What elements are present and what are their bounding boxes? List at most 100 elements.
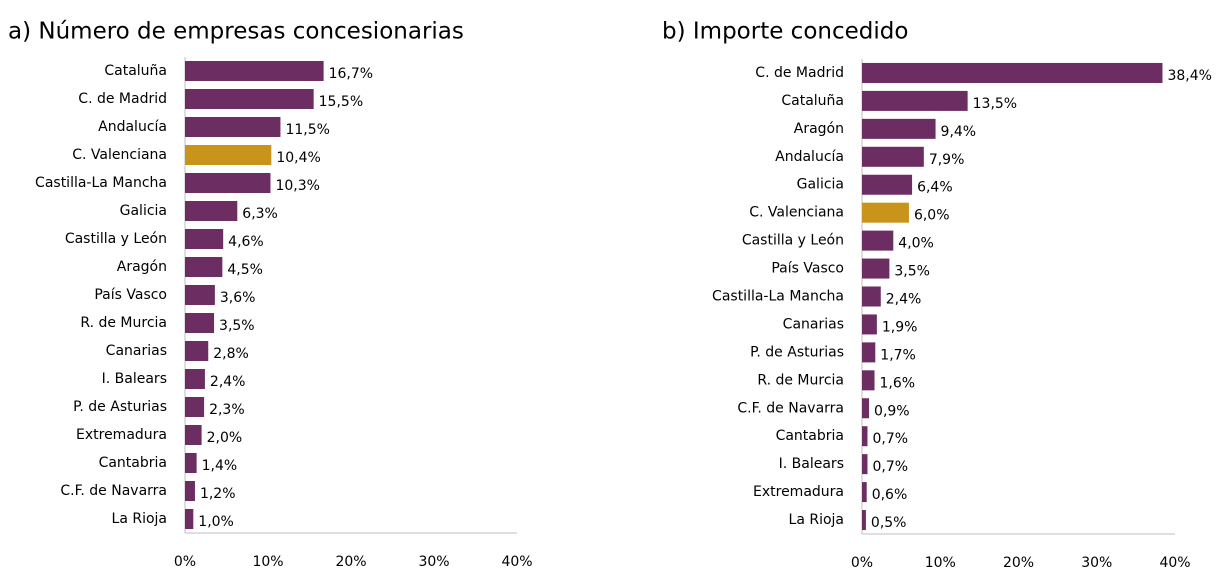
y-tick-label: I. Balears	[102, 371, 167, 387]
y-tick-label: Andalucía	[775, 149, 844, 165]
bar	[185, 117, 281, 137]
bar	[185, 453, 197, 473]
value-label: 3,6%	[220, 290, 256, 306]
value-label: 1,0%	[198, 514, 234, 530]
bar	[185, 257, 223, 277]
x-tick-label: 20%	[335, 554, 366, 570]
y-tick-label: I. Balears	[779, 456, 844, 472]
value-label: 9,4%	[941, 124, 977, 140]
y-tick-label: C. de Madrid	[78, 91, 167, 107]
bar	[185, 201, 238, 221]
y-tick-label: País Vasco	[94, 287, 167, 303]
y-tick-label: Castilla-La Mancha	[35, 175, 167, 191]
y-tick-label: Galicia	[797, 177, 844, 193]
value-label: 0,9%	[874, 403, 910, 419]
value-label: 13,5%	[973, 96, 1017, 112]
y-tick-label: Canarias	[106, 343, 167, 359]
value-label: 16,7%	[329, 66, 373, 82]
bar	[185, 173, 271, 193]
y-tick-label: La Rioja	[112, 511, 167, 527]
chart-title: b) Importe concedido	[662, 19, 908, 45]
y-tick-label: P. de Asturias	[73, 399, 167, 415]
y-tick-label: C.F. de Navarra	[737, 400, 844, 416]
value-label: 1,6%	[880, 375, 916, 391]
bar	[862, 230, 894, 251]
value-label: 2,0%	[207, 430, 243, 446]
bar	[862, 314, 877, 335]
value-label: 1,4%	[202, 458, 238, 474]
y-tick-label: Extremadura	[753, 484, 844, 500]
value-label: 10,3%	[275, 178, 319, 194]
bar	[862, 258, 890, 279]
y-tick-label: C. de Madrid	[755, 65, 844, 81]
value-label: 6,4%	[917, 180, 953, 196]
value-label: 3,5%	[219, 318, 255, 334]
y-tick-label: Castilla-La Mancha	[712, 289, 844, 305]
bar	[862, 370, 875, 391]
bar	[185, 481, 195, 501]
y-tick-label: Cantabria	[99, 455, 167, 471]
y-tick-label: P. de Asturias	[750, 344, 844, 360]
y-tick-label: Cantabria	[776, 428, 844, 444]
bar	[185, 313, 215, 333]
bar	[185, 145, 272, 165]
value-label: 0,6%	[872, 487, 908, 503]
value-label: 0,5%	[871, 515, 907, 531]
value-label: 4,6%	[228, 234, 264, 250]
value-label: 2,4%	[210, 374, 246, 390]
x-tick-label: 40%	[1159, 555, 1190, 570]
bar	[862, 146, 924, 167]
bar	[185, 425, 202, 445]
bar	[862, 174, 913, 195]
x-tick-label: 40%	[501, 554, 532, 570]
x-tick-label: 10%	[925, 555, 956, 570]
bar	[862, 90, 968, 111]
value-label: 3,5%	[894, 264, 930, 280]
value-label: 1,2%	[200, 486, 236, 502]
bar	[862, 202, 909, 223]
value-label: 2,8%	[213, 346, 249, 362]
x-tick-label: 0%	[174, 554, 196, 570]
chart-title: a) Número de empresas concesionarias	[8, 19, 464, 45]
bar	[185, 509, 194, 529]
value-label: 4,5%	[227, 262, 263, 278]
value-label: 6,3%	[242, 206, 278, 222]
y-tick-label: Canarias	[783, 316, 844, 332]
y-tick-label: Andalucía	[98, 119, 167, 135]
x-tick-label: 0%	[851, 555, 873, 570]
bar	[185, 89, 314, 109]
value-label: 0,7%	[872, 459, 908, 475]
x-tick-label: 20%	[1003, 555, 1034, 570]
bar	[862, 482, 867, 503]
value-label: 2,3%	[209, 402, 245, 418]
y-tick-label: C.F. de Navarra	[60, 483, 167, 499]
y-tick-label: La Rioja	[789, 512, 844, 528]
y-tick-label: Castilla y León	[65, 231, 167, 247]
x-tick-label: 30%	[1081, 555, 1112, 570]
bar	[862, 510, 866, 531]
value-label: 15,5%	[319, 94, 363, 110]
y-tick-label: Galicia	[120, 203, 167, 219]
y-tick-label: R. de Murcia	[757, 372, 844, 388]
value-label: 0,7%	[872, 431, 908, 447]
value-label: 4,0%	[898, 236, 934, 252]
y-tick-label: Castilla y León	[742, 233, 844, 249]
bar	[862, 426, 868, 447]
bar	[862, 118, 936, 139]
y-tick-label: Aragón	[794, 121, 844, 137]
bar	[862, 342, 876, 363]
x-tick-label: 30%	[418, 554, 449, 570]
bar	[185, 369, 205, 389]
bar	[185, 61, 324, 81]
bar	[185, 229, 224, 249]
y-tick-label: Cataluña	[104, 63, 167, 79]
value-label: 1,7%	[880, 347, 916, 363]
bar	[862, 62, 1163, 83]
value-label: 6,0%	[914, 208, 950, 224]
value-label: 7,9%	[929, 152, 965, 168]
bar	[185, 341, 209, 361]
value-label: 11,5%	[285, 122, 329, 138]
value-label: 10,4%	[276, 150, 320, 166]
y-tick-label: País Vasco	[771, 261, 844, 277]
